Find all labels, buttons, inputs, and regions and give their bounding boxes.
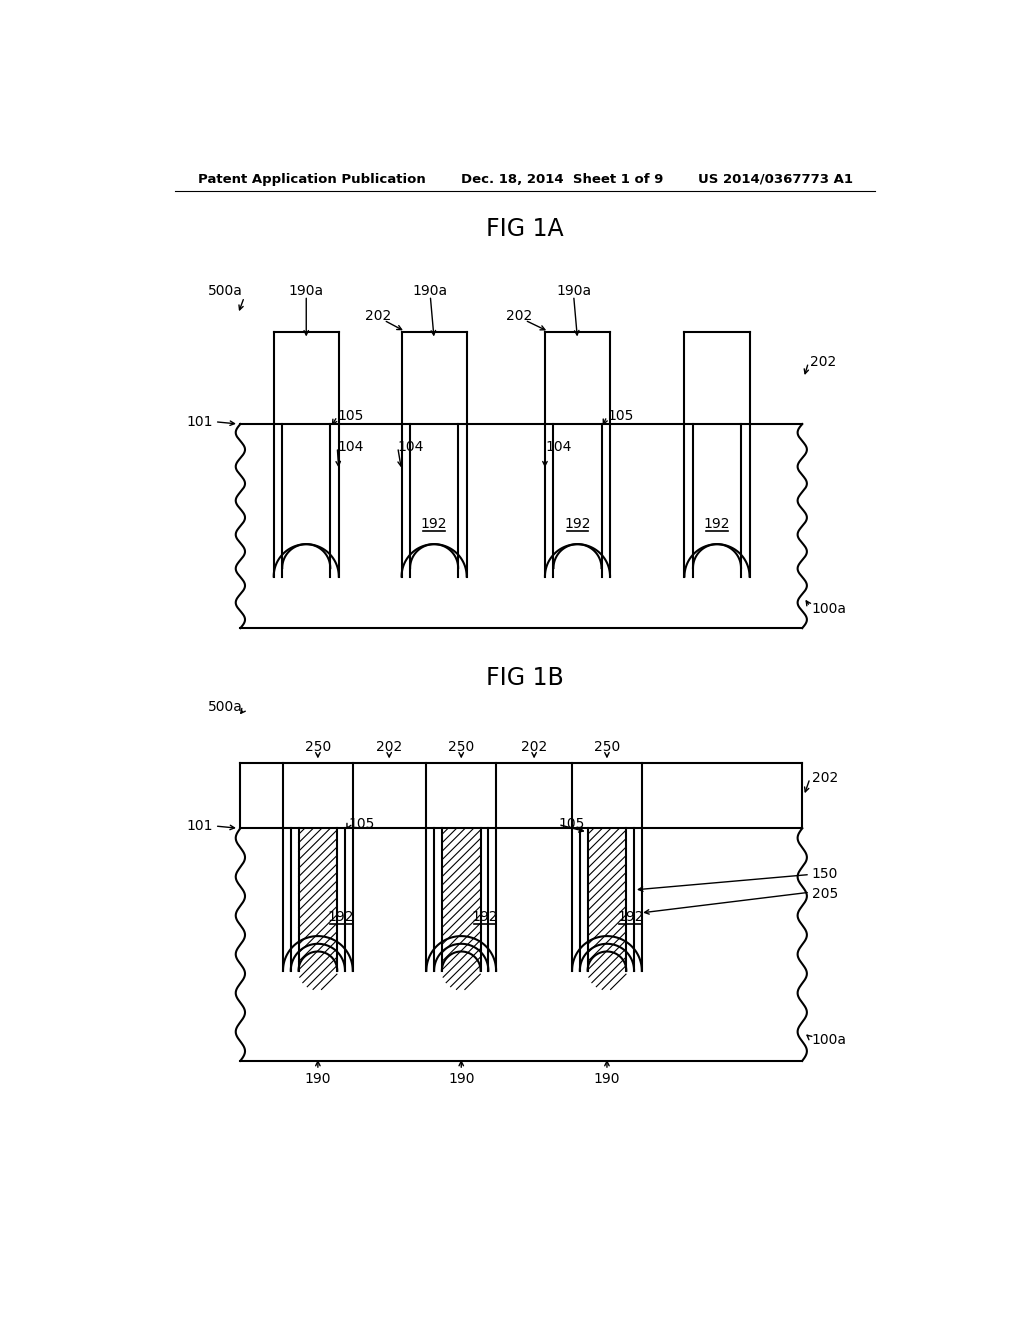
Text: 192: 192 (616, 909, 643, 924)
Text: 202: 202 (376, 741, 402, 755)
Text: 104: 104 (545, 440, 571, 454)
Text: 190a: 190a (289, 284, 324, 298)
Text: 104: 104 (397, 440, 424, 454)
Text: 192: 192 (328, 909, 354, 924)
Text: Patent Application Publication: Patent Application Publication (198, 173, 426, 186)
Text: 250: 250 (449, 741, 474, 755)
Text: 190: 190 (594, 1072, 621, 1086)
Text: FIG 1B: FIG 1B (486, 667, 563, 690)
Text: 192: 192 (564, 517, 591, 531)
Text: 101: 101 (186, 818, 213, 833)
Text: 500a: 500a (208, 284, 243, 298)
Text: 192: 192 (471, 909, 498, 924)
Text: 190a: 190a (556, 284, 591, 298)
Text: 190a: 190a (413, 284, 447, 298)
Text: 192: 192 (421, 517, 447, 531)
Text: 192: 192 (703, 517, 730, 531)
Text: 104: 104 (337, 440, 364, 454)
Text: 105: 105 (337, 409, 364, 424)
Text: 250: 250 (305, 741, 331, 755)
Text: FIG 1A: FIG 1A (486, 218, 563, 242)
Text: 190: 190 (449, 1072, 474, 1086)
Text: 100a: 100a (812, 1034, 847, 1047)
Text: 202: 202 (366, 309, 391, 323)
Text: 100a: 100a (812, 602, 847, 616)
Text: 105: 105 (349, 817, 375, 832)
Text: 250: 250 (594, 741, 621, 755)
Text: 202: 202 (521, 741, 547, 755)
Text: 105: 105 (558, 817, 585, 832)
Text: 205: 205 (812, 887, 838, 900)
Text: US 2014/0367773 A1: US 2014/0367773 A1 (697, 173, 853, 186)
Text: 190: 190 (304, 1072, 331, 1086)
Text: 202: 202 (506, 309, 532, 323)
Text: 150: 150 (812, 867, 838, 882)
Text: Dec. 18, 2014  Sheet 1 of 9: Dec. 18, 2014 Sheet 1 of 9 (461, 173, 664, 186)
Text: 105: 105 (607, 409, 633, 424)
Text: 500a: 500a (208, 700, 243, 714)
Text: 202: 202 (812, 771, 838, 785)
Text: 101: 101 (186, 414, 213, 429)
Text: 202: 202 (810, 355, 837, 370)
